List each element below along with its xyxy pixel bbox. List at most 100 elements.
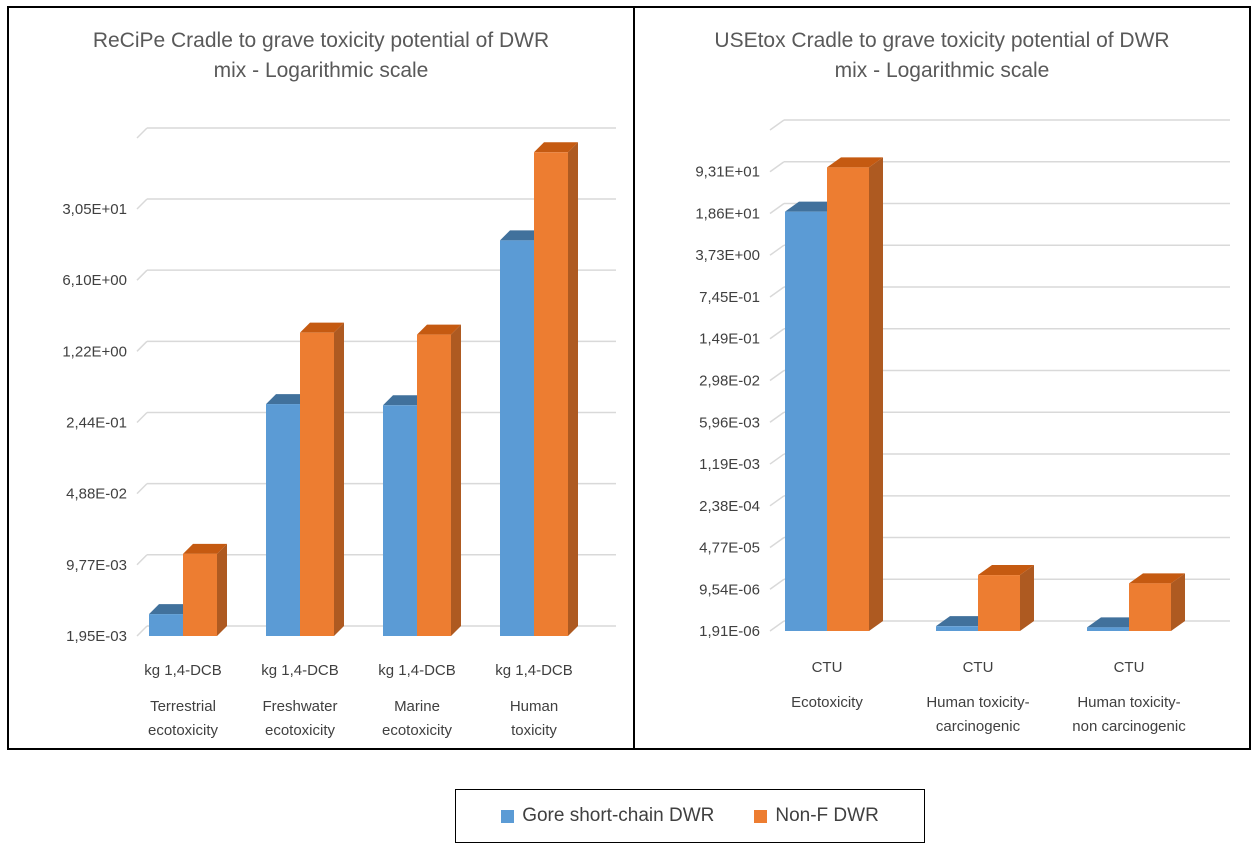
usetox-ytick-label: 1,49E-01 [699, 331, 760, 348]
usetox-gridline-diag [769, 244, 785, 256]
recipe-ytick-label: 1,95E-03 [66, 628, 127, 645]
usetox-gridline-diag [769, 369, 785, 382]
usetox-ytick-label: 9,31E+01 [695, 164, 760, 181]
legend-label-nonf: Non-F DWR [775, 805, 879, 826]
recipe-category-name: Freshwater [262, 698, 337, 715]
usetox-gridline-diag [769, 453, 785, 465]
usetox-bar-nonf-top [1129, 573, 1185, 584]
recipe-bar-nonf-side [334, 322, 344, 636]
chart-legend: Gore short-chain DWR Non-F DWR [455, 789, 925, 843]
recipe-category-name: ecotoxicity [382, 722, 453, 739]
recipe-category-unit: kg 1,4-DCB [495, 662, 573, 679]
recipe-gridline-diag [136, 198, 148, 210]
recipe-category-name: Human [510, 698, 558, 715]
usetox-bar-gore [785, 211, 827, 631]
recipe-bar-nonf-side [217, 543, 227, 636]
recipe-chart-title: ReCiPe Cradle to grave toxicity potentia… [9, 26, 633, 86]
usetox-gridline-diag [769, 119, 785, 131]
usetox-chart-title: USEtox Cradle to grave toxicity potentia… [635, 26, 1249, 86]
usetox-bar-nonf [1129, 583, 1171, 631]
usetox-category-name: Ecotoxicity [791, 694, 863, 711]
usetox-ytick-label: 2,98E-02 [699, 373, 760, 390]
legend-item-nonf: Non-F DWR [754, 805, 879, 827]
recipe-chart-panel: ReCiPe Cradle to grave toxicity potentia… [7, 6, 635, 750]
recipe-chart-svg: 1,95E-03 9,77E-03 4,88E-02 2,44E-01 1,22E+00… [62, 127, 616, 739]
usetox-ytick-label: 4,77E-05 [699, 540, 760, 557]
recipe-bar-gore-top [149, 604, 193, 615]
recipe-title-line2: mix - Logarithmic scale [213, 59, 429, 82]
recipe-category-unit: kg 1,4-DCB [378, 662, 456, 679]
usetox-ytick-label: 1,19E-03 [699, 456, 760, 473]
recipe-gridline-diag [136, 127, 148, 139]
usetox-category-name: Human toxicity- [1077, 694, 1180, 711]
recipe-gridline-diag [136, 554, 148, 566]
usetox-gridline-diag [769, 202, 785, 215]
recipe-ytick-label: 1,22E+00 [62, 343, 127, 360]
recipe-bar-gore-top [500, 230, 544, 241]
usetox-category-unit: CTU [812, 659, 843, 676]
recipe-category-name: Terrestrial [150, 698, 216, 715]
recipe-gridline-diag [136, 269, 148, 281]
usetox-title-line1: USEtox Cradle to grave toxicity potentia… [714, 29, 1170, 52]
usetox-ytick-label: 9,54E-06 [699, 581, 760, 598]
usetox-gridline-diag [769, 286, 785, 298]
usetox-category-unit: CTU [1114, 659, 1145, 676]
recipe-category-name: toxicity [511, 722, 557, 739]
legend-swatch-nonf [754, 809, 768, 823]
usetox-bar-gore [936, 626, 978, 631]
usetox-ytick-label: 3,73E+00 [695, 247, 760, 264]
usetox-category-name: carcinogenic [936, 718, 1021, 735]
recipe-bar-nonf-top [417, 324, 461, 335]
usetox-chart-svg: 1,91E-06 9,54E-06 4,77E-05 2,38E-04 1,19E-03… [695, 119, 1230, 735]
recipe-bar-nonf [417, 334, 451, 636]
recipe-bar-nonf [300, 332, 334, 636]
usetox-gridline-diag [769, 495, 785, 507]
usetox-gridline-diag [769, 328, 785, 340]
recipe-bar-nonf-top [300, 322, 344, 333]
recipe-bar-nonf-top [534, 142, 578, 153]
usetox-gridline-diag [769, 536, 785, 549]
usetox-gridline-diag [769, 578, 785, 590]
recipe-title-line1: ReCiPe Cradle to grave toxicity potentia… [92, 29, 550, 52]
recipe-category-unit: kg 1,4-DCB [144, 662, 222, 679]
usetox-bar-nonf-top [827, 157, 883, 168]
usetox-category-unit: CTU [963, 659, 994, 676]
recipe-bar-gore-top [383, 395, 427, 406]
recipe-ytick-label: 6,10E+00 [62, 272, 127, 289]
recipe-bar-gore [383, 405, 417, 636]
usetox-bar-gore [1087, 627, 1129, 631]
usetox-bar-nonf-side [869, 157, 883, 631]
recipe-bar-gore-top [266, 394, 310, 405]
recipe-gridline-diag [136, 483, 148, 495]
usetox-bar-nonf-side [1020, 565, 1034, 631]
recipe-gridline-diag [136, 625, 148, 637]
recipe-ytick-label: 3,05E+01 [62, 201, 127, 218]
usetox-ytick-label: 7,45E-01 [699, 289, 760, 306]
recipe-bar-gore [149, 614, 183, 636]
recipe-bar-gore [500, 240, 534, 636]
usetox-ytick-label: 1,86E+01 [695, 206, 760, 223]
usetox-gridline-diag [769, 411, 785, 423]
recipe-gridline-diag [136, 340, 148, 352]
recipe-bar-nonf-side [451, 324, 461, 636]
recipe-ytick-label: 2,44E-01 [66, 414, 127, 431]
legend-swatch-gore [501, 809, 515, 823]
legend-item-gore: Gore short-chain DWR [501, 805, 714, 827]
usetox-ytick-label: 5,96E-03 [699, 414, 760, 431]
usetox-gridline-diag [769, 620, 785, 632]
recipe-bar-nonf [534, 152, 568, 637]
recipe-ytick-label: 9,77E-03 [66, 557, 127, 574]
usetox-category-name: non carcinogenic [1072, 718, 1186, 735]
recipe-bar-gore [266, 404, 300, 636]
usetox-chart-panel: USEtox Cradle to grave toxicity potentia… [633, 6, 1251, 750]
usetox-title-line2: mix - Logarithmic scale [834, 59, 1050, 82]
usetox-ytick-label: 1,91E-06 [699, 623, 760, 640]
usetox-ytick-label: 2,38E-04 [699, 498, 760, 515]
recipe-bar-nonf [183, 553, 217, 636]
recipe-category-unit: kg 1,4-DCB [261, 662, 339, 679]
usetox-category-name: Human toxicity- [926, 694, 1029, 711]
recipe-ytick-label: 4,88E-02 [66, 486, 127, 503]
recipe-category-name: ecotoxicity [265, 722, 336, 739]
usetox-bar-nonf [978, 575, 1020, 631]
usetox-gridline-diag [769, 161, 785, 173]
